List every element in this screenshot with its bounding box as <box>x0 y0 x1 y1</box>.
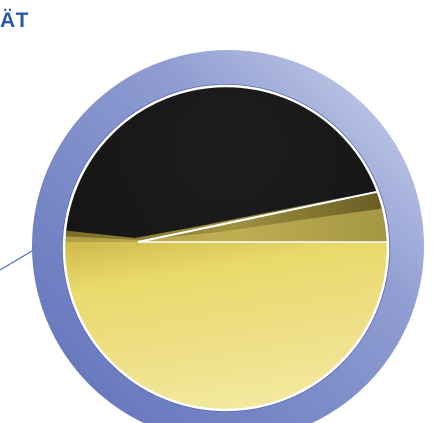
sloped-interface-line <box>137 186 388 243</box>
interface-wedge-highlight <box>64 206 388 242</box>
magnifier-lens-edge <box>62 84 390 412</box>
page-heading-fragment: ÄT <box>0 9 29 32</box>
